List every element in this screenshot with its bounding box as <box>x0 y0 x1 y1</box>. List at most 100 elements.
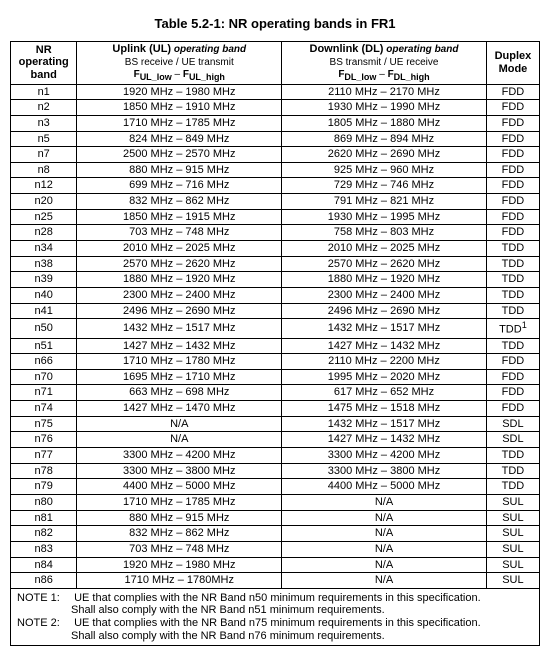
cell-uplink: 1427 MHz – 1432 MHz <box>77 338 282 354</box>
cell-downlink: 2496 MHz – 2690 MHz <box>282 303 487 319</box>
table-row: n701695 MHz – 1710 MHz1995 MHz – 2020 MH… <box>11 369 540 385</box>
table-row: n72500 MHz – 2570 MHz2620 MHz – 2690 MHz… <box>11 147 540 163</box>
cell-band: n28 <box>11 225 77 241</box>
table-row: n402300 MHz – 2400 MHz2300 MHz – 2400 MH… <box>11 287 540 303</box>
cell-uplink: 2300 MHz – 2400 MHz <box>77 287 282 303</box>
cell-uplink: 1920 MHz – 1980 MHz <box>77 557 282 573</box>
cell-band: n39 <box>11 272 77 288</box>
cell-uplink: 663 MHz – 698 MHz <box>77 385 282 401</box>
cell-duplex: FDD <box>486 209 539 225</box>
cell-uplink: 2010 MHz – 2025 MHz <box>77 241 282 257</box>
cell-band: n74 <box>11 401 77 417</box>
cell-downlink: 3300 MHz – 3800 MHz <box>282 463 487 479</box>
cell-band: n81 <box>11 510 77 526</box>
cell-band: n20 <box>11 194 77 210</box>
cell-uplink: 1710 MHz – 1785 MHz <box>77 115 282 131</box>
cell-band: n83 <box>11 541 77 557</box>
cell-duplex: SUL <box>486 494 539 510</box>
cell-uplink: 832 MHz – 862 MHz <box>77 526 282 542</box>
table-row: n801710 MHz – 1785 MHzN/ASUL <box>11 494 540 510</box>
cell-band: n75 <box>11 416 77 432</box>
cell-uplink: 1880 MHz – 1920 MHz <box>77 272 282 288</box>
col-header-uplink: Uplink (UL) operating band BS receive / … <box>77 42 282 85</box>
cell-uplink: 1427 MHz – 1470 MHz <box>77 401 282 417</box>
ul-sub1: BS receive / UE transmit <box>125 57 234 68</box>
ul-f-low: FUL_low <box>134 69 172 80</box>
cell-uplink: 824 MHz – 849 MHz <box>77 131 282 147</box>
cell-band: n5 <box>11 131 77 147</box>
cell-duplex: FDD <box>486 401 539 417</box>
cell-downlink: N/A <box>282 541 487 557</box>
cell-uplink: 703 MHz – 748 MHz <box>77 225 282 241</box>
table-row: n11920 MHz – 1980 MHz2110 MHz – 2170 MHz… <box>11 84 540 100</box>
cell-downlink: 729 MHz – 746 MHz <box>282 178 487 194</box>
table-header-row: NR operating band Uplink (UL) operating … <box>11 42 540 85</box>
table-row: n661710 MHz – 1780 MHz2110 MHz – 2200 MH… <box>11 354 540 370</box>
cell-uplink: 1432 MHz – 1517 MHz <box>77 319 282 338</box>
cell-downlink: 4400 MHz – 5000 MHz <box>282 479 487 495</box>
cell-downlink: N/A <box>282 526 487 542</box>
cell-band: n2 <box>11 100 77 116</box>
cell-uplink: 3300 MHz – 3800 MHz <box>77 463 282 479</box>
cell-uplink: 2500 MHz – 2570 MHz <box>77 147 282 163</box>
cell-duplex: FDD <box>486 84 539 100</box>
cell-duplex: FDD <box>486 225 539 241</box>
notes-row: NOTE 1: UE that complies with the NR Ban… <box>11 588 540 646</box>
table-row: n83703 MHz – 748 MHzN/ASUL <box>11 541 540 557</box>
cell-band: n80 <box>11 494 77 510</box>
table-row: n28703 MHz – 748 MHz758 MHz – 803 MHzFDD <box>11 225 540 241</box>
cell-duplex: FDD <box>486 100 539 116</box>
table-row: n76N/A1427 MHz – 1432 MHzSDL <box>11 432 540 448</box>
cell-downlink: 617 MHz – 652 MHz <box>282 385 487 401</box>
cell-band: n38 <box>11 256 77 272</box>
cell-duplex: FDD <box>486 369 539 385</box>
cell-uplink: 1920 MHz – 1980 MHz <box>77 84 282 100</box>
table-row: n31710 MHz – 1785 MHz1805 MHz – 1880 MHz… <box>11 115 540 131</box>
note2-line2: Shall also comply with the NR Band n76 m… <box>71 630 533 643</box>
cell-duplex: TDD <box>486 463 539 479</box>
cell-duplex: FDD <box>486 354 539 370</box>
table-row: n861710 MHz – 1780MHzN/ASUL <box>11 573 540 589</box>
table-row: n12699 MHz – 716 MHz729 MHz – 746 MHzFDD <box>11 178 540 194</box>
cell-uplink: 1710 MHz – 1780 MHz <box>77 354 282 370</box>
cell-uplink: 1710 MHz – 1785 MHz <box>77 494 282 510</box>
cell-duplex: TDD <box>486 272 539 288</box>
note2-line1: UE that complies with the NR Band n75 mi… <box>74 617 481 629</box>
cell-band: n8 <box>11 162 77 178</box>
ul-title-italic: operating band <box>171 44 246 55</box>
cell-duplex: FDD <box>486 162 539 178</box>
cell-duplex: TDD <box>486 241 539 257</box>
dl-sub1: BS transmit / UE receive <box>330 57 439 68</box>
ul-f-high: FUL_high <box>183 69 225 80</box>
note1-line2: Shall also comply with the NR Band n51 m… <box>71 604 533 617</box>
cell-duplex: FDD <box>486 385 539 401</box>
cell-band: n41 <box>11 303 77 319</box>
cell-band: n34 <box>11 241 77 257</box>
cell-duplex: SDL <box>486 432 539 448</box>
cell-downlink: 1805 MHz – 1880 MHz <box>282 115 487 131</box>
ul-title: Uplink (UL) <box>112 43 171 55</box>
cell-uplink: 699 MHz – 716 MHz <box>77 178 282 194</box>
cell-band: n84 <box>11 557 77 573</box>
table-caption: Table 5.2-1: NR operating bands in FR1 <box>10 16 540 31</box>
cell-downlink: 791 MHz – 821 MHz <box>282 194 487 210</box>
cell-uplink: 2570 MHz – 2620 MHz <box>77 256 282 272</box>
cell-duplex: FDD <box>486 147 539 163</box>
cell-duplex: SDL <box>486 416 539 432</box>
table-row: n412496 MHz – 2690 MHz2496 MHz – 2690 MH… <box>11 303 540 319</box>
table-row: n391880 MHz – 1920 MHz1880 MHz – 1920 MH… <box>11 272 540 288</box>
cell-downlink: N/A <box>282 573 487 589</box>
cell-downlink: 1427 MHz – 1432 MHz <box>282 338 487 354</box>
cell-downlink: 1427 MHz – 1432 MHz <box>282 432 487 448</box>
cell-band: n12 <box>11 178 77 194</box>
cell-duplex: SUL <box>486 557 539 573</box>
col-header-band: NR operating band <box>11 42 77 85</box>
cell-duplex: TDD <box>486 448 539 464</box>
table-row: n511427 MHz – 1432 MHz1427 MHz – 1432 MH… <box>11 338 540 354</box>
cell-uplink: N/A <box>77 432 282 448</box>
cell-duplex: TDD <box>486 338 539 354</box>
cell-band: n71 <box>11 385 77 401</box>
cell-duplex: SUL <box>486 510 539 526</box>
cell-uplink: 832 MHz – 862 MHz <box>77 194 282 210</box>
cell-uplink: 1850 MHz – 1915 MHz <box>77 209 282 225</box>
